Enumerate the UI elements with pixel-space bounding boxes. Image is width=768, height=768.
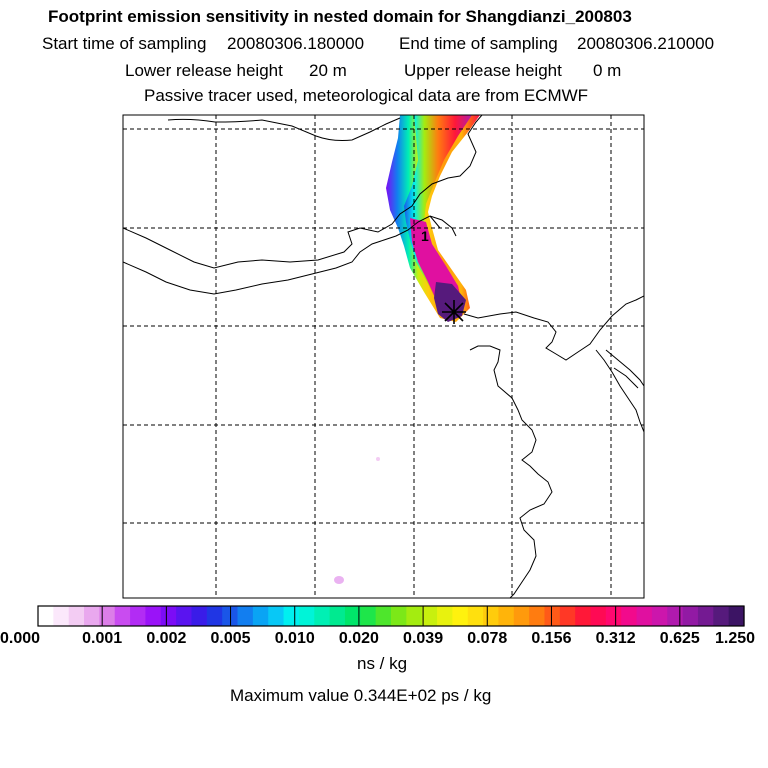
colorbar-tick-label: 0.312 (595, 630, 636, 647)
upper-release-label: Upper release height (404, 61, 562, 80)
colorbar-segment (191, 606, 208, 626)
colorbar-segment (651, 606, 668, 626)
colorbar-segment (437, 606, 453, 626)
colorbar-segment (636, 606, 653, 626)
coastlines (123, 115, 644, 598)
lower-release-label: Lower release height (125, 61, 283, 80)
colorbar-segment (145, 606, 162, 626)
colorbar-segment (575, 606, 592, 626)
colorbar-tick-label: 0.039 (403, 630, 444, 647)
colorbar-segment (421, 606, 438, 626)
upper-release-value: 0 m (593, 61, 622, 80)
footprint-speck (376, 457, 380, 461)
start-time-value: 20080306.180000 (227, 34, 365, 53)
colorbar-segment (713, 606, 730, 626)
colorbar-tick-label: 0.010 (274, 630, 315, 647)
colorbar-segment (298, 606, 315, 626)
page-title: Footprint emission sensitivity in nested… (48, 7, 632, 26)
end-time-value: 20080306.210000 (577, 34, 715, 53)
maximum-value-label: Maximum value 0.344E+02 ps / kg (230, 686, 492, 705)
colorbar-segment (605, 606, 622, 626)
colorbar-segment (114, 606, 131, 626)
colorbar-segment (375, 606, 392, 626)
colorbar-segment (529, 606, 546, 626)
colorbar-segment (68, 606, 85, 626)
colorbar-segment (697, 606, 714, 626)
colorbar-segment (329, 606, 346, 626)
footprint-speck (334, 576, 344, 584)
colorbar-segment (283, 606, 300, 626)
colorbar-segment (360, 606, 377, 626)
asterisk-station-icon (442, 300, 466, 324)
colorbar-segment (406, 606, 423, 626)
colorbar-segment (467, 606, 484, 626)
colorbar-segment (206, 606, 223, 626)
colorbar-segment (498, 606, 515, 626)
colorbar-segment (590, 606, 607, 626)
colorbar-segment (176, 606, 193, 626)
subtitle: Passive tracer used, meteorological data… (144, 86, 589, 105)
start-time-label: Start time of sampling (42, 34, 207, 53)
colorbar-segment (84, 606, 100, 626)
colorbar-segment (621, 606, 638, 626)
colorbar-segment (237, 606, 254, 626)
colorbar-segment (728, 606, 745, 626)
colorbar-tick-label: 0.625 (659, 630, 700, 647)
end-time-label: End time of sampling (399, 34, 558, 53)
colorbar-segment (38, 606, 54, 626)
colorbar-segment (53, 606, 70, 626)
colorbar-tick-label: 0.001 (82, 630, 123, 647)
colorbar-segment (559, 606, 576, 626)
colorbar-tick-label: 0.005 (210, 630, 251, 647)
colorbar-tick-label: 0.078 (467, 630, 508, 647)
colorbar-segment (268, 606, 285, 626)
lower-release-value: 20 m (309, 61, 347, 80)
colorbar-tick-label: 1.250 (715, 630, 756, 647)
colorbar-frame (37, 605, 745, 627)
release-marker: 1 (421, 228, 429, 244)
colorbar-segment (513, 606, 530, 626)
graticule (123, 115, 644, 598)
colorbar-segment (314, 606, 331, 626)
colorbar-segment (252, 606, 269, 626)
colorbar-segment (483, 606, 500, 626)
colorbar-segment (344, 606, 361, 626)
colorbar-tick-label: 0.000 (0, 630, 41, 647)
colorbar-tick-label: 0.156 (531, 630, 572, 647)
units-label: ns / kg (357, 654, 408, 673)
map-frame (122, 114, 645, 599)
colorbar-segment (544, 606, 561, 626)
colorbar (38, 606, 745, 626)
colorbar-segment (452, 606, 469, 626)
plume-outer (386, 115, 480, 322)
map-plot-area (123, 115, 644, 598)
colorbar-tick-label: 0.020 (338, 630, 379, 647)
colorbar-tick-label: 0.002 (146, 630, 187, 647)
colorbar-segment (667, 606, 684, 626)
colorbar-segment (130, 606, 147, 626)
colorbar-segment (682, 606, 699, 626)
colorbar-segment (160, 606, 177, 626)
colorbar-segment (99, 606, 116, 626)
colorbar-segment (391, 606, 407, 626)
